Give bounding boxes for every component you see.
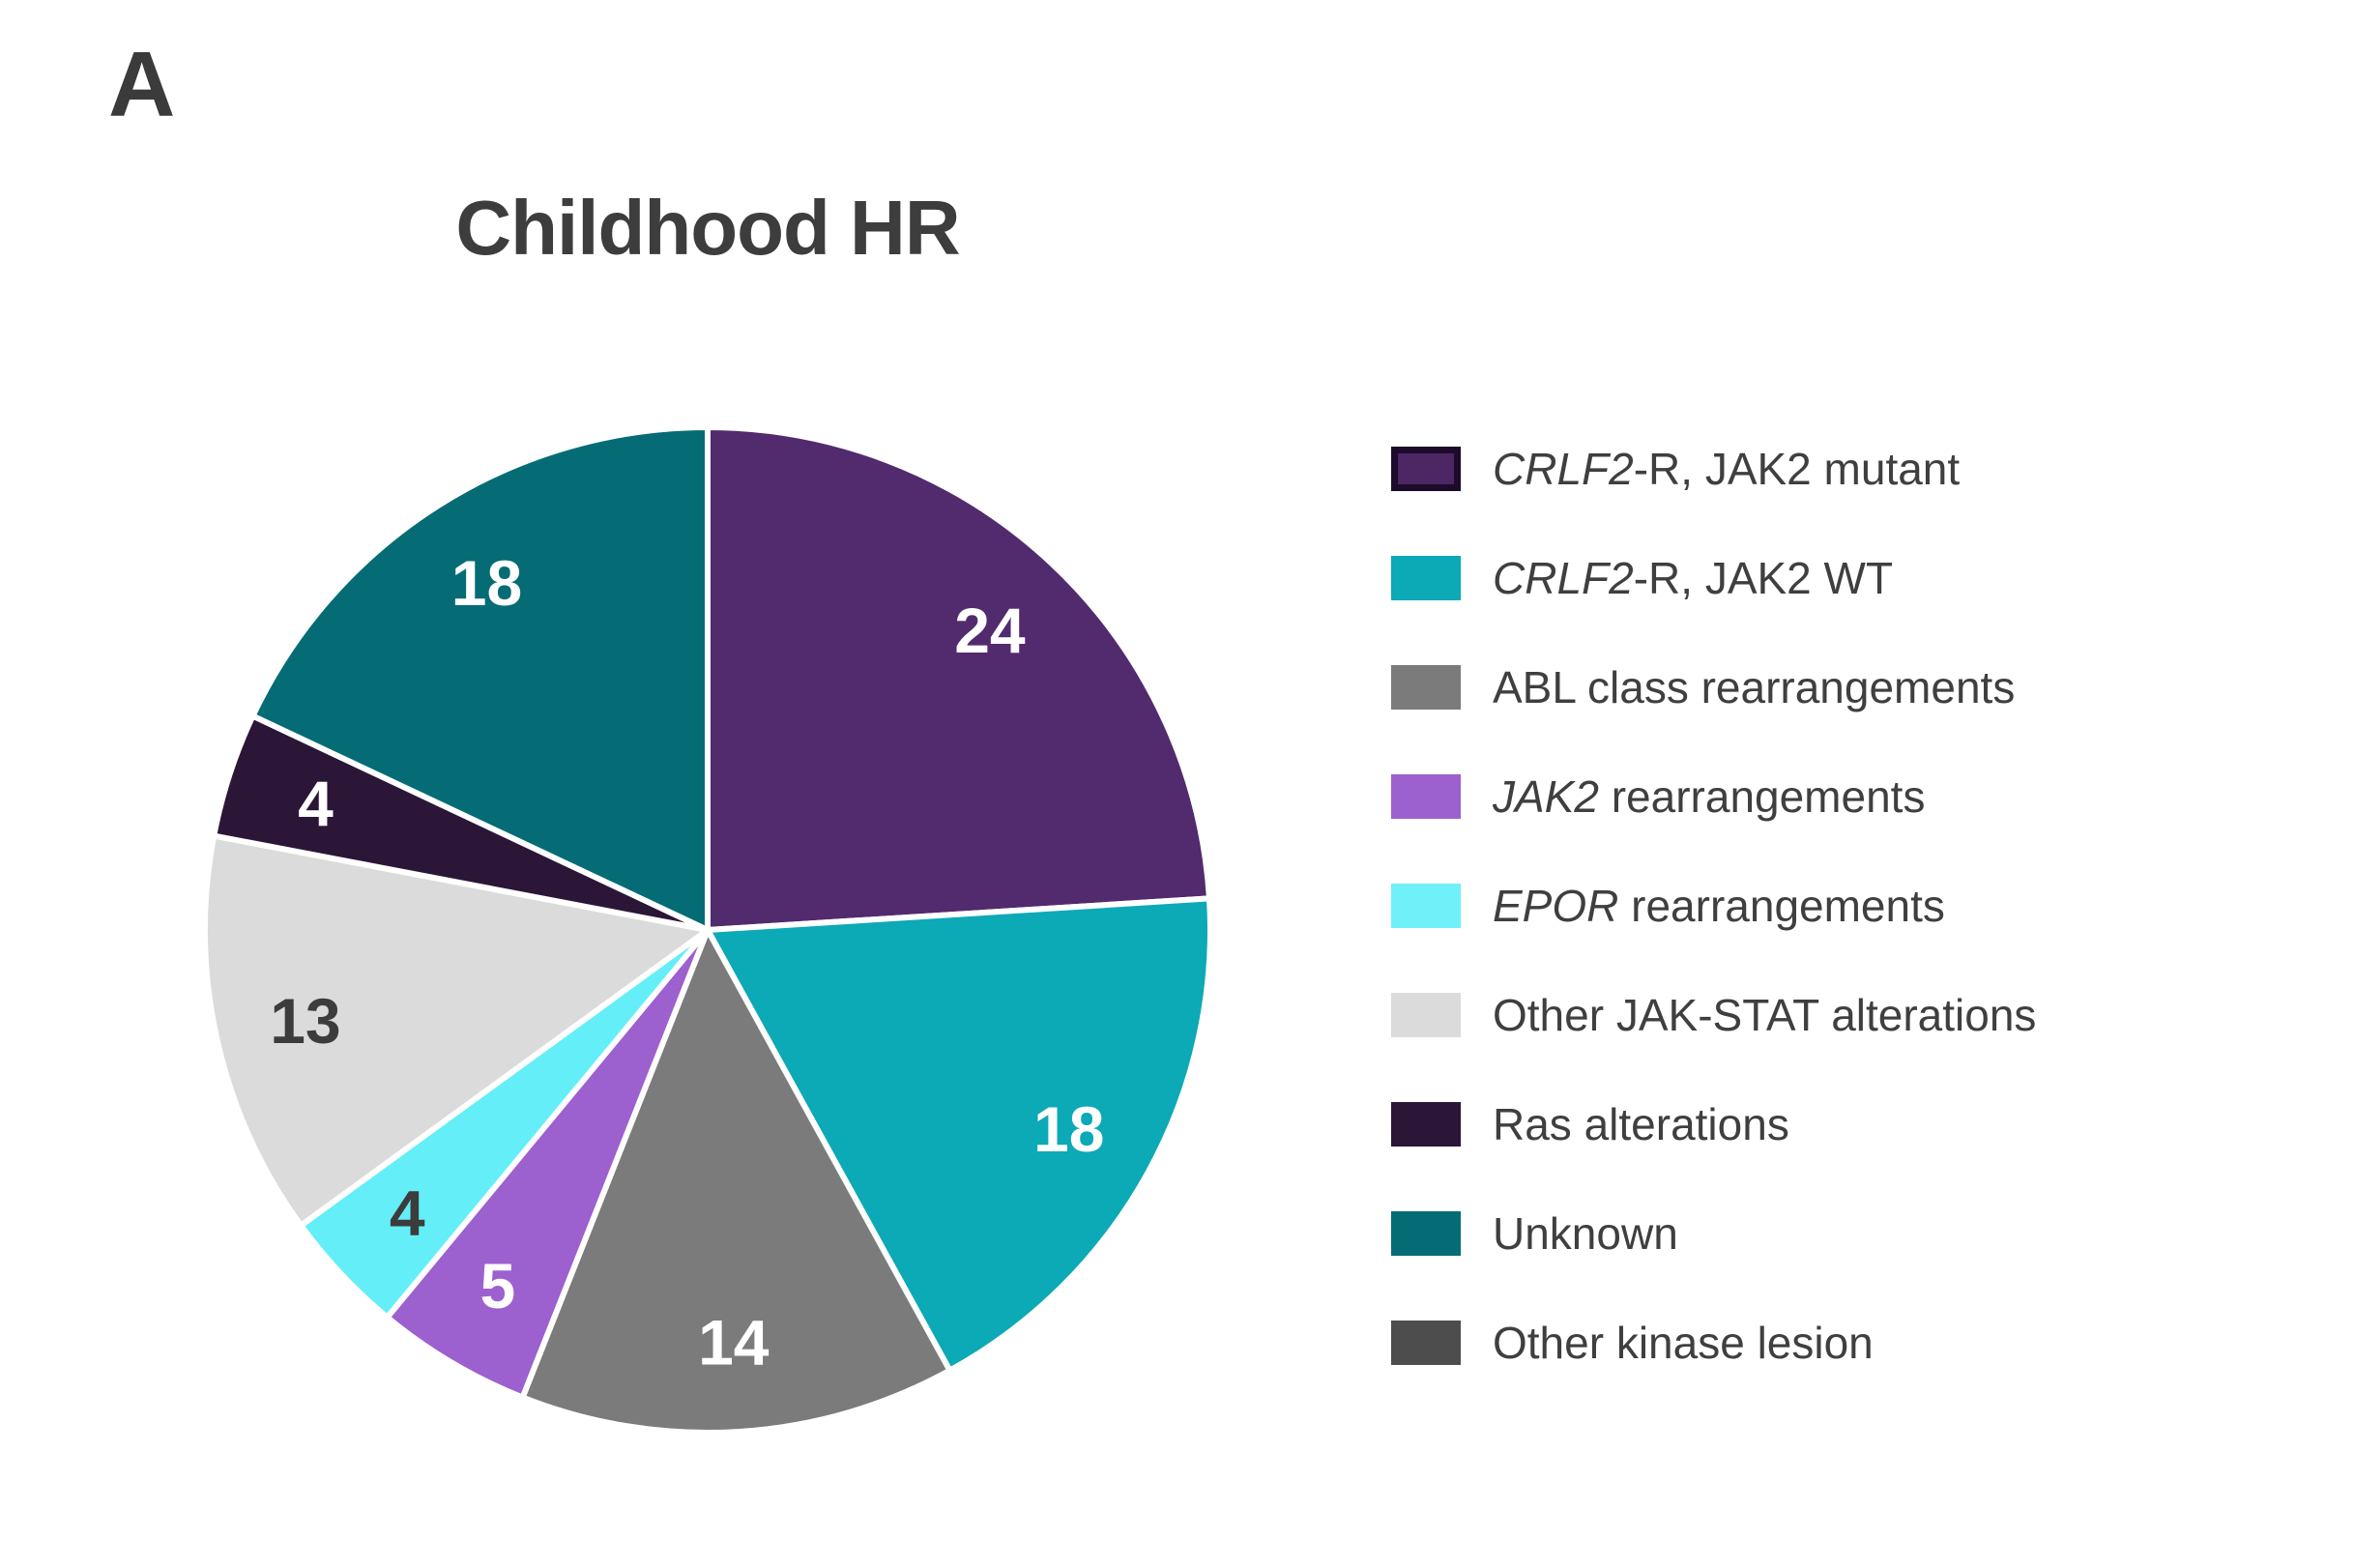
legend-label: Other kinase lesion (1493, 1318, 1874, 1368)
pie-slice-value: 24 (954, 595, 1026, 666)
pie-slice-value: 18 (1033, 1093, 1104, 1165)
legend-item-3: JAK2 rearrangements (1391, 774, 2036, 819)
legend-item-4: EPOR rearrangements (1391, 884, 2036, 928)
legend-label: ABL class rearrangements (1493, 662, 2016, 712)
legend-item-8: Other kinase lesion (1391, 1321, 2036, 1365)
legend-label: Ras alterations (1493, 1099, 1789, 1149)
legend-label: EPOR rearrangements (1493, 881, 1945, 931)
legend-swatch (1391, 884, 1461, 928)
legend-swatch (1391, 1102, 1461, 1147)
legend-label: CRLF2-R, JAK2 WT (1493, 553, 1894, 603)
pie-slice-crlf2-r-jak2-wt (705, 895, 1213, 1374)
legend-label: CRLF2-R, JAK2 mutant (1493, 444, 1961, 494)
pie-slice-value: 4 (298, 768, 334, 839)
panel-label: A (108, 33, 176, 136)
pie-slice-jak2-rearrangements (384, 927, 711, 1401)
pie-slice-other-jak-stat-alterations (202, 832, 711, 1229)
legend-label: Other JAK-STAT alterations (1493, 990, 2037, 1040)
legend-swatch (1391, 1211, 1461, 1256)
legend: CRLF2-R, JAK2 mutant CRLF2-R, JAK2 WT ABL … (1391, 447, 2036, 1365)
pie-slice-value: 13 (270, 985, 340, 1057)
legend-swatch (1391, 993, 1461, 1037)
legend-item-0: CRLF2-R, JAK2 mutant (1391, 447, 2036, 491)
legend-label: Unknown (1493, 1208, 1678, 1259)
pie-slice-crlf2-r-jak2-mutant (705, 424, 1212, 933)
legend-swatch (1391, 447, 1461, 491)
pie-slice-value: 4 (390, 1177, 425, 1249)
legend-item-5: Other JAK-STAT alterations (1391, 993, 2036, 1037)
legend-swatch (1391, 774, 1461, 819)
legend-item-2: ABL class rearrangements (1391, 665, 2036, 710)
pie-slice-value: 5 (480, 1250, 516, 1321)
legend-swatch (1391, 665, 1461, 710)
legend-item-6: Ras alterations (1391, 1102, 2036, 1147)
pie-slice-value: 14 (698, 1306, 770, 1378)
pie-slice-unknown (249, 424, 711, 933)
chart-title: Childhood HR (455, 185, 960, 271)
legend-swatch (1391, 1321, 1461, 1365)
legend-label: JAK2 rearrangements (1493, 771, 1926, 822)
pie-slice-value: 18 (451, 547, 522, 619)
legend-swatch (1391, 556, 1461, 600)
legend-item-1: CRLF2-R, JAK2 WT (1391, 556, 2036, 600)
legend-item-7: Unknown (1391, 1211, 2036, 1256)
pie-slice-abl-class-rearrangements (519, 927, 953, 1436)
